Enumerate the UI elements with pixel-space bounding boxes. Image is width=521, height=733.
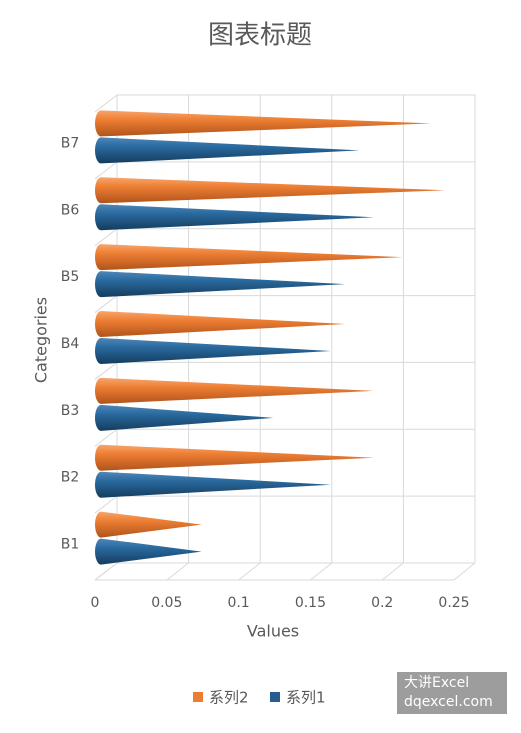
- x-tick-label: 0.25: [438, 595, 469, 611]
- category-grid-line: [94, 295, 118, 313]
- category-grid-line: [94, 161, 118, 180]
- y-tick-label: B1: [61, 537, 80, 553]
- chart-title: 图表标题: [208, 21, 312, 51]
- grid-line: [94, 562, 118, 581]
- cone: [95, 377, 374, 404]
- x-tick-label: 0.05: [151, 595, 182, 611]
- grid-line: [238, 562, 261, 581]
- cone: [95, 538, 202, 565]
- y-axis-title: Categories: [32, 297, 51, 383]
- cone: [95, 244, 403, 271]
- y-tick-label: B5: [61, 269, 80, 285]
- cone: [95, 204, 374, 231]
- cone: [95, 471, 331, 498]
- grid-line: [453, 562, 476, 581]
- category-grid-line: [94, 495, 118, 514]
- grid-line: [381, 562, 404, 581]
- y-tick-label: B3: [61, 403, 80, 419]
- grid-line: [310, 562, 333, 581]
- watermark: dqexcel.com: [404, 694, 493, 710]
- legend-swatch: [193, 692, 203, 702]
- legend-label: 系列1: [286, 689, 326, 707]
- legend-swatch: [270, 692, 280, 702]
- category-grid-line: [94, 94, 118, 113]
- cone: [95, 511, 202, 538]
- legend-label: 系列2: [209, 689, 249, 707]
- x-axis-title: Values: [247, 622, 299, 641]
- category-grid-line: [94, 362, 118, 380]
- cone: [95, 110, 432, 137]
- watermark: 大讲Excel: [404, 675, 469, 691]
- y-tick-label: B6: [61, 202, 80, 218]
- legend: 系列2 系列1: [193, 689, 326, 707]
- cone: [95, 271, 346, 298]
- cone: [95, 177, 446, 204]
- x-tick-label: 0.15: [295, 595, 326, 611]
- y-tick-label: B2: [61, 470, 80, 486]
- cone: [95, 137, 360, 164]
- cone: [95, 338, 331, 364]
- x-tick-label: 0.2: [371, 595, 393, 611]
- cone: [95, 404, 274, 431]
- grid-line: [166, 562, 189, 581]
- cone: [95, 311, 346, 337]
- watermark-box: [397, 672, 507, 714]
- cone: [95, 444, 374, 471]
- x-tick-label: 0: [91, 595, 100, 611]
- plot-area: 0 0.05 0.1 0.15 0.2 0.25 B1 B2 B3 B4 B5 B6 B7: [61, 94, 476, 611]
- x-tick-label: 0.1: [227, 595, 249, 611]
- y-tick-label: B7: [61, 135, 80, 151]
- category-grid-line: [94, 428, 118, 447]
- category-grid-line: [94, 228, 118, 247]
- y-tick-label: B4: [61, 336, 80, 352]
